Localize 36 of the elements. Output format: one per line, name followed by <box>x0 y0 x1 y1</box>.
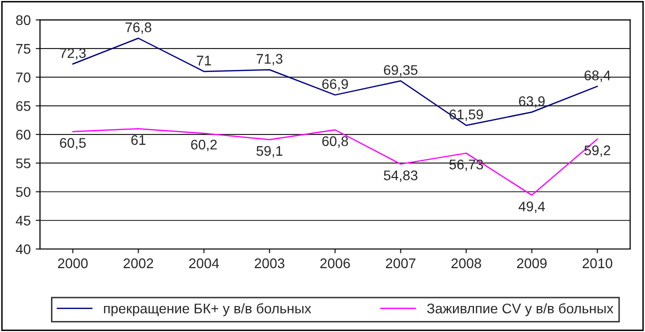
data-label: 71 <box>196 56 211 66</box>
data-label: 54,83 <box>384 170 418 182</box>
x-tick-label: 2007 <box>386 258 416 268</box>
data-label: 71,3 <box>256 54 282 66</box>
y-tick-label: 65 <box>16 101 30 111</box>
legend-label: Заживлпие CV у в/в больных <box>427 303 614 316</box>
data-label: 61 <box>131 135 146 145</box>
x-tick-label: 2000 <box>58 258 88 268</box>
y-tick-label: 80 <box>16 15 30 26</box>
x-tick-label: 2004 <box>189 258 219 268</box>
y-tick-label: 40 <box>16 244 30 254</box>
data-label: 69,35 <box>384 65 418 77</box>
x-tick-label: 2006 <box>320 258 350 268</box>
data-label: 59,2 <box>584 145 610 157</box>
data-label: 60,2 <box>191 140 217 152</box>
y-tick-label: 45 <box>16 216 30 226</box>
data-label: 61,59 <box>450 110 483 121</box>
x-tick-label: 2003 <box>254 258 284 268</box>
data-label: 59,1 <box>256 146 282 158</box>
data-label: 63,9 <box>518 96 545 108</box>
data-label: 49,4 <box>518 202 545 214</box>
x-tick-label: 2009 <box>517 258 547 268</box>
y-tick-label: 55 <box>16 158 30 168</box>
y-tick-label: 50 <box>16 187 30 197</box>
data-label: 60,5 <box>60 138 86 150</box>
legend-label: прекращение БК+ у в/в больных <box>104 303 312 316</box>
x-tick-label: 2010 <box>582 258 612 268</box>
y-tick-label: 70 <box>16 72 30 82</box>
data-label: 76,8 <box>126 22 152 34</box>
x-tick-label: 2008 <box>451 258 482 268</box>
data-label: 66,9 <box>322 79 348 91</box>
x-tick-label: 2002 <box>124 258 154 268</box>
y-tick-label: 75 <box>16 44 30 54</box>
data-label: 72,3 <box>60 48 86 60</box>
y-tick-label: 60 <box>16 130 30 140</box>
data-label: 60,8 <box>322 136 348 148</box>
